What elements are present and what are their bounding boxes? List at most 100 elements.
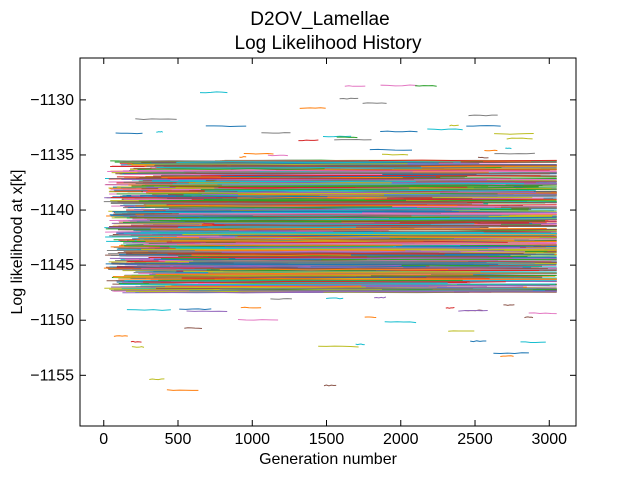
series-line <box>140 231 484 234</box>
series-line <box>180 218 557 220</box>
series-line <box>198 191 537 194</box>
series-line <box>161 176 403 179</box>
series-line <box>188 261 487 264</box>
series-line <box>135 118 177 120</box>
series-line <box>188 182 392 184</box>
series-line <box>355 343 365 346</box>
series-line <box>336 136 358 139</box>
series-line <box>156 167 422 169</box>
series-line <box>177 226 357 229</box>
series-line <box>156 196 328 198</box>
x-tick-label: 500 <box>165 431 192 448</box>
series-line <box>380 130 418 133</box>
series-line <box>234 236 557 238</box>
series-line <box>238 290 557 293</box>
series-line <box>122 291 324 294</box>
x-axis-label: Generation number <box>259 451 398 468</box>
series-line <box>380 84 418 87</box>
series-line <box>150 228 547 230</box>
series-line <box>124 245 394 248</box>
series-line <box>153 258 322 261</box>
series-line <box>150 162 439 164</box>
series-line <box>121 179 487 181</box>
series-line <box>219 268 449 271</box>
y-tick-label: −1130 <box>30 92 74 109</box>
series-line <box>160 281 470 283</box>
series-line <box>200 174 541 177</box>
series-line <box>270 298 292 300</box>
series-line <box>503 304 515 306</box>
series-line <box>364 316 377 318</box>
series-line <box>184 327 203 329</box>
series-line <box>193 260 557 262</box>
series-layer <box>103 84 557 391</box>
series-line <box>238 194 385 196</box>
x-tick-label: 2500 <box>457 431 493 448</box>
series-line <box>179 308 212 311</box>
x-tick-label: 1500 <box>309 431 345 448</box>
y-axis-label: Log likelihood at x[k] <box>9 170 26 315</box>
series-line <box>214 278 557 280</box>
series-line <box>126 309 171 311</box>
series-line <box>156 130 164 133</box>
series-line <box>113 335 128 337</box>
series-line <box>163 207 512 210</box>
series-line <box>164 285 362 288</box>
series-line <box>458 309 488 312</box>
series-line <box>130 210 459 213</box>
series-line <box>105 263 499 266</box>
series-line <box>139 199 372 202</box>
series-line <box>161 201 483 203</box>
series-line <box>344 85 366 87</box>
series-line <box>267 154 288 157</box>
series-line <box>194 249 406 252</box>
plot-frame <box>79 57 577 427</box>
series-line <box>318 345 359 348</box>
series-line <box>219 287 557 290</box>
series-line <box>466 125 501 127</box>
chart-title: D2OV_Lamellae <box>250 9 389 30</box>
series-line <box>239 156 247 158</box>
series-line <box>143 243 557 246</box>
series-line <box>237 319 279 321</box>
series-line <box>374 296 387 299</box>
series-line <box>191 254 351 256</box>
series-line <box>195 185 489 188</box>
y-tick-label: −1140 <box>30 202 74 219</box>
series-line <box>235 257 557 260</box>
series-line <box>298 139 319 142</box>
series-line <box>494 132 534 135</box>
series-line <box>110 202 473 205</box>
series-line <box>172 182 525 185</box>
y-tick-label: −1145 <box>30 257 74 274</box>
series-line <box>221 251 461 253</box>
series-line <box>182 233 557 236</box>
series-line <box>468 114 498 117</box>
series-line <box>520 341 546 344</box>
series-line <box>493 352 529 355</box>
series-line <box>322 135 352 138</box>
y-axis: −1130 −1135 −1140 −1145 −1150 −1155 <box>30 92 576 384</box>
series-line <box>326 297 344 300</box>
x-tick-label: 2000 <box>383 431 419 448</box>
series-line <box>166 389 199 391</box>
series-line <box>415 85 437 87</box>
series-line <box>200 216 557 219</box>
series-line <box>506 137 533 140</box>
y-tick-label: −1155 <box>30 367 74 384</box>
series-line <box>110 215 253 217</box>
series-line <box>199 91 228 94</box>
series-line <box>110 202 468 204</box>
series-line <box>381 153 409 156</box>
series-line <box>212 232 557 235</box>
series-line <box>500 355 514 357</box>
series-line <box>220 175 436 178</box>
x-tick-label: 3000 <box>531 431 567 448</box>
series-line <box>470 340 487 343</box>
series-line <box>200 188 557 191</box>
series-line <box>207 225 501 228</box>
y-tick-label: −1135 <box>30 147 74 164</box>
series-line <box>427 128 463 131</box>
x-tick-label: 0 <box>99 431 108 448</box>
